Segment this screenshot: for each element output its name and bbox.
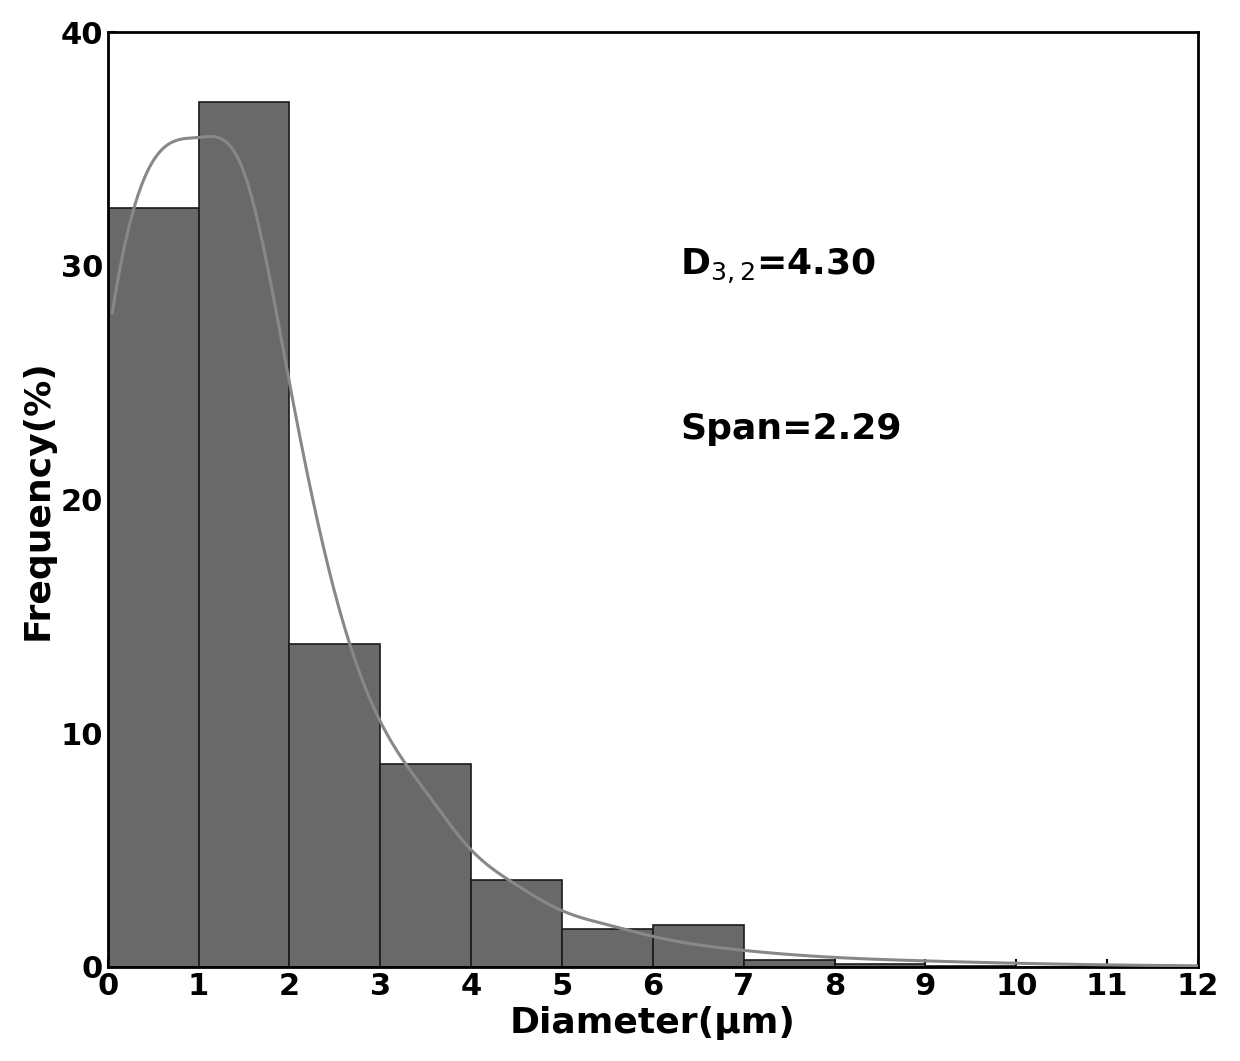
Y-axis label: Frequency(%): Frequency(%) [21, 360, 55, 640]
Bar [108, 208, 198, 967]
Bar [925, 966, 1017, 967]
X-axis label: Diameter(μm): Diameter(μm) [510, 1006, 796, 1040]
Bar [471, 881, 562, 967]
Text: Span=2.29: Span=2.29 [680, 413, 901, 447]
Bar [562, 929, 653, 967]
Bar [198, 103, 289, 967]
Bar [289, 644, 381, 967]
Bar [653, 925, 744, 967]
Bar [381, 764, 471, 967]
Bar [744, 960, 835, 967]
Text: D$_{3,2}$=4.30: D$_{3,2}$=4.30 [680, 246, 877, 285]
Bar [835, 964, 925, 967]
